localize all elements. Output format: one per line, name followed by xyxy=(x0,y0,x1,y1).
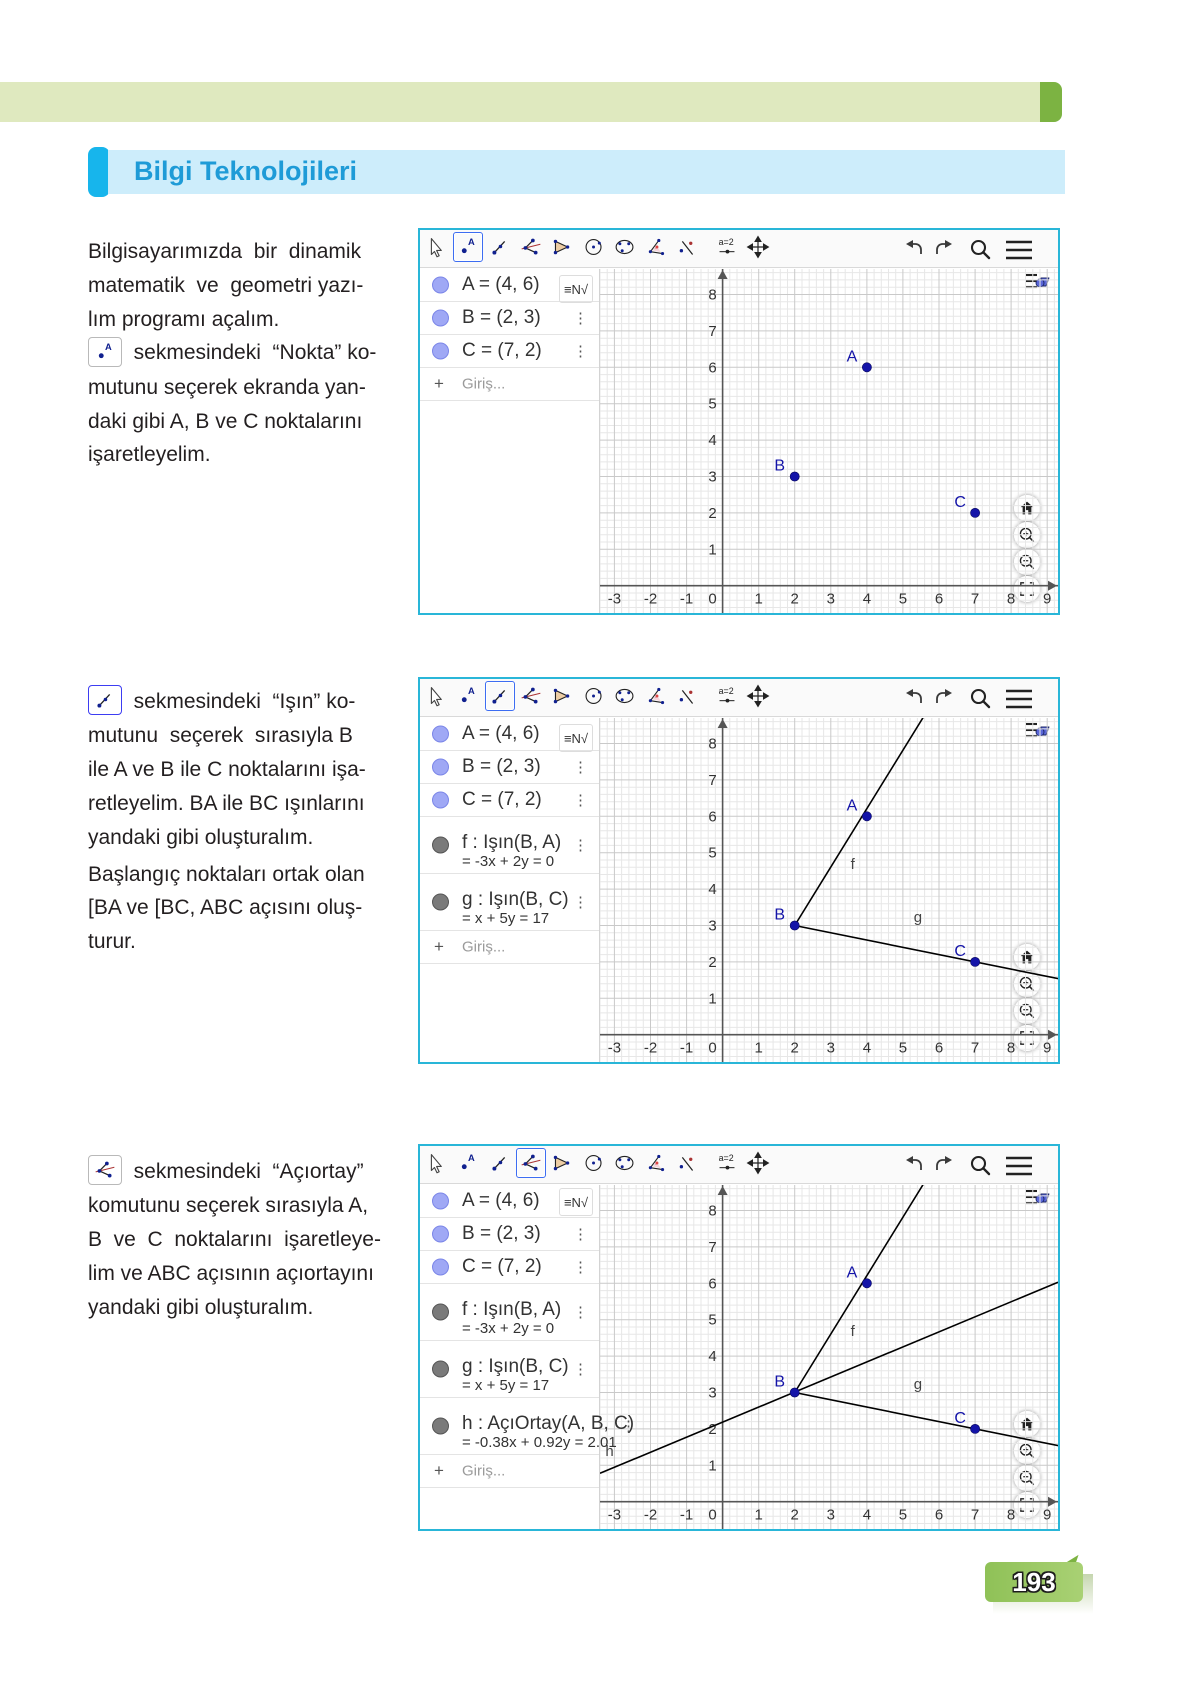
svg-text:7: 7 xyxy=(971,1040,979,1057)
svg-text:4: 4 xyxy=(708,881,716,898)
svg-text:g: g xyxy=(914,909,922,926)
svg-text:2: 2 xyxy=(791,1507,799,1524)
svg-text:5: 5 xyxy=(708,396,716,413)
svg-text:9: 9 xyxy=(1043,591,1051,608)
svg-text:6: 6 xyxy=(708,359,716,376)
svg-text:4: 4 xyxy=(708,1348,716,1365)
svg-text:5: 5 xyxy=(899,1040,907,1057)
svg-text:A: A xyxy=(468,237,475,247)
svg-text:3: 3 xyxy=(827,1507,835,1524)
svg-text:a=2: a=2 xyxy=(718,1153,733,1163)
svg-text:7: 7 xyxy=(708,1239,716,1256)
svg-text:B: B xyxy=(774,458,785,475)
svg-text:-1: -1 xyxy=(680,591,693,608)
svg-text:6: 6 xyxy=(935,1040,943,1057)
svg-text:-2: -2 xyxy=(644,1507,657,1524)
svg-text:2: 2 xyxy=(791,1040,799,1057)
svg-text:A: A xyxy=(847,348,858,365)
svg-text:1: 1 xyxy=(708,1457,716,1474)
svg-text:8: 8 xyxy=(1007,1507,1015,1524)
svg-text:-3: -3 xyxy=(608,591,621,608)
svg-text:1: 1 xyxy=(708,990,716,1007)
svg-text:2: 2 xyxy=(708,505,716,522)
svg-text:8: 8 xyxy=(1007,591,1015,608)
svg-text:C: C xyxy=(954,1410,966,1427)
svg-text:3: 3 xyxy=(708,469,716,486)
svg-text:-3: -3 xyxy=(608,1040,621,1057)
svg-text:A: A xyxy=(847,1264,858,1281)
svg-text:8: 8 xyxy=(708,1203,716,1220)
svg-text:5: 5 xyxy=(708,1312,716,1329)
svg-text:B: B xyxy=(774,1374,785,1391)
svg-text:4: 4 xyxy=(863,1507,871,1524)
svg-text:f: f xyxy=(851,856,856,873)
svg-text:B: B xyxy=(774,907,785,924)
svg-text:2: 2 xyxy=(708,1421,716,1438)
svg-text:6: 6 xyxy=(935,1507,943,1524)
svg-text:5: 5 xyxy=(708,845,716,862)
svg-text:7: 7 xyxy=(971,591,979,608)
svg-text:C: C xyxy=(954,494,966,511)
svg-text:f: f xyxy=(851,1323,856,1340)
svg-text:3: 3 xyxy=(827,1040,835,1057)
svg-text:0: 0 xyxy=(708,1040,716,1057)
svg-text:3: 3 xyxy=(827,591,835,608)
svg-text:9: 9 xyxy=(1043,1040,1051,1057)
svg-text:4: 4 xyxy=(863,1040,871,1057)
svg-text:1: 1 xyxy=(755,591,763,608)
svg-text:2: 2 xyxy=(708,954,716,971)
svg-text:3: 3 xyxy=(708,918,716,935)
svg-text:1: 1 xyxy=(755,1507,763,1524)
svg-text:0: 0 xyxy=(708,591,716,608)
svg-text:C: C xyxy=(954,943,966,960)
svg-text:1: 1 xyxy=(755,1040,763,1057)
svg-text:8: 8 xyxy=(708,287,716,304)
svg-text:a=2: a=2 xyxy=(718,237,733,247)
svg-text:6: 6 xyxy=(708,808,716,825)
svg-text:A: A xyxy=(847,797,858,814)
svg-text:3: 3 xyxy=(708,1385,716,1402)
svg-text:a=2: a=2 xyxy=(718,686,733,696)
svg-text:7: 7 xyxy=(971,1507,979,1524)
svg-text:-1: -1 xyxy=(680,1040,693,1057)
svg-text:4: 4 xyxy=(708,432,716,449)
svg-text:A: A xyxy=(468,1153,475,1163)
svg-text:1: 1 xyxy=(708,541,716,558)
svg-text:5: 5 xyxy=(899,1507,907,1524)
svg-text:A: A xyxy=(105,342,112,352)
svg-text:-3: -3 xyxy=(608,1507,621,1524)
svg-text:7: 7 xyxy=(708,323,716,340)
svg-text:9: 9 xyxy=(1043,1507,1051,1524)
svg-text:7: 7 xyxy=(708,772,716,789)
svg-text:-1: -1 xyxy=(680,1507,693,1524)
svg-text:-2: -2 xyxy=(644,1040,657,1057)
svg-text:2: 2 xyxy=(791,591,799,608)
svg-text:8: 8 xyxy=(1007,1040,1015,1057)
svg-text:g: g xyxy=(914,1376,922,1393)
svg-text:A: A xyxy=(468,686,475,696)
svg-text:-2: -2 xyxy=(644,591,657,608)
svg-text:5: 5 xyxy=(899,591,907,608)
svg-text:6: 6 xyxy=(708,1275,716,1292)
svg-text:4: 4 xyxy=(863,591,871,608)
svg-text:6: 6 xyxy=(935,591,943,608)
svg-text:8: 8 xyxy=(708,736,716,753)
svg-text:0: 0 xyxy=(708,1507,716,1524)
